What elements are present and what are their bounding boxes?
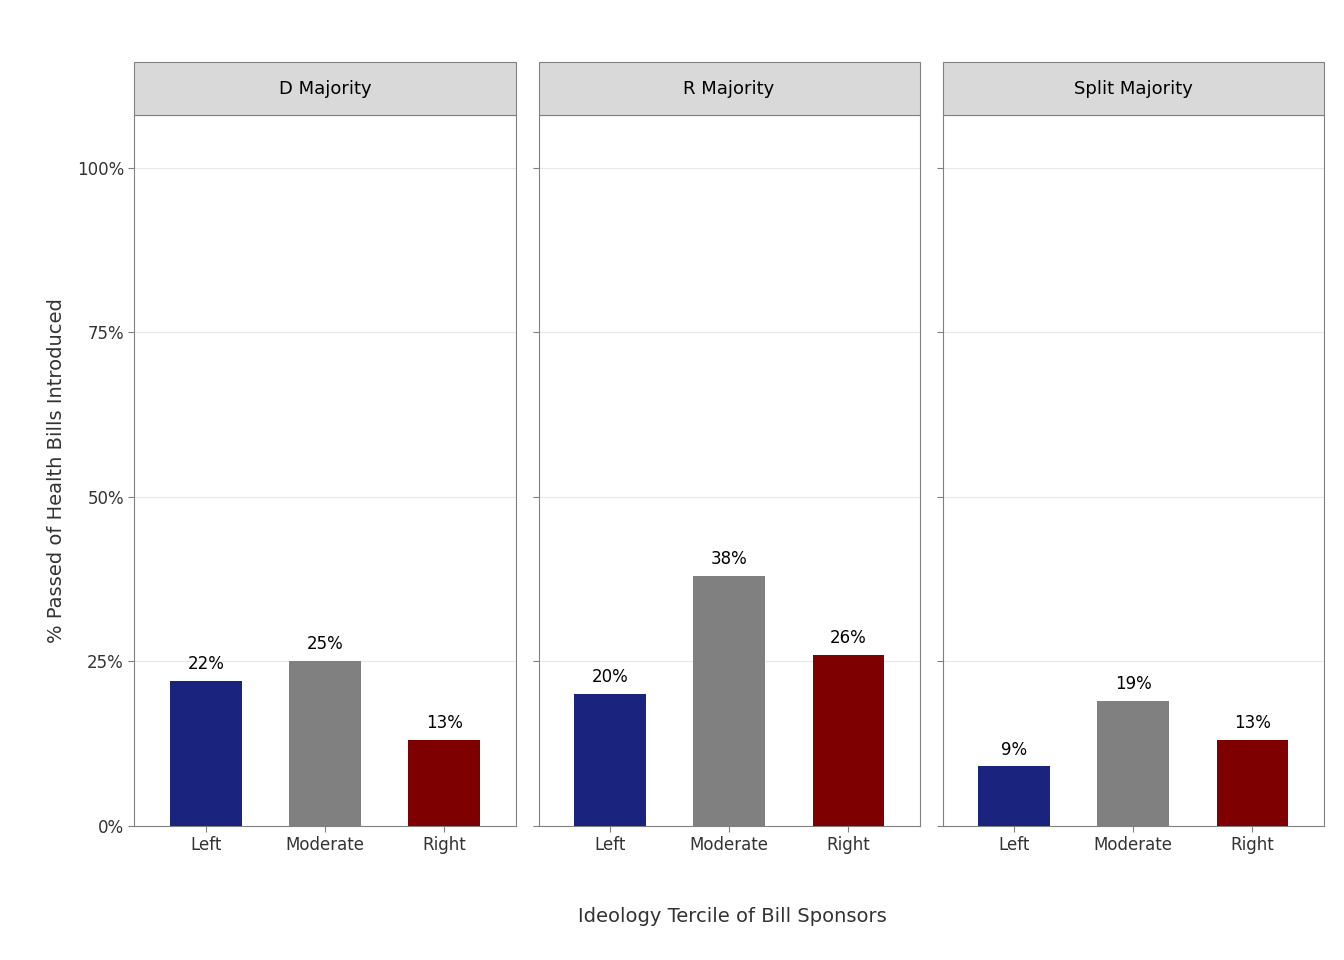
- Text: R Majority: R Majority: [684, 80, 774, 98]
- Bar: [1216, 740, 1288, 826]
- Text: 26%: 26%: [829, 629, 867, 647]
- Bar: [813, 655, 884, 826]
- Text: 38%: 38%: [711, 550, 747, 567]
- Text: 9%: 9%: [1001, 740, 1027, 758]
- Text: D Majority: D Majority: [278, 80, 371, 98]
- Bar: [1098, 701, 1169, 826]
- Text: 19%: 19%: [1116, 675, 1152, 693]
- Bar: [289, 661, 360, 826]
- Bar: [978, 766, 1050, 826]
- Bar: [694, 576, 765, 826]
- Text: Split Majority: Split Majority: [1074, 80, 1192, 98]
- Text: 20%: 20%: [591, 668, 629, 686]
- Text: 25%: 25%: [306, 636, 343, 653]
- Bar: [574, 694, 645, 826]
- Bar: [409, 740, 480, 826]
- Text: Ideology Tercile of Bill Sponsors: Ideology Tercile of Bill Sponsors: [578, 907, 887, 926]
- Text: 13%: 13%: [426, 714, 462, 732]
- Bar: [171, 681, 242, 826]
- Y-axis label: % Passed of Health Bills Introduced: % Passed of Health Bills Introduced: [47, 298, 66, 643]
- Text: 13%: 13%: [1234, 714, 1271, 732]
- Text: 22%: 22%: [187, 655, 224, 673]
